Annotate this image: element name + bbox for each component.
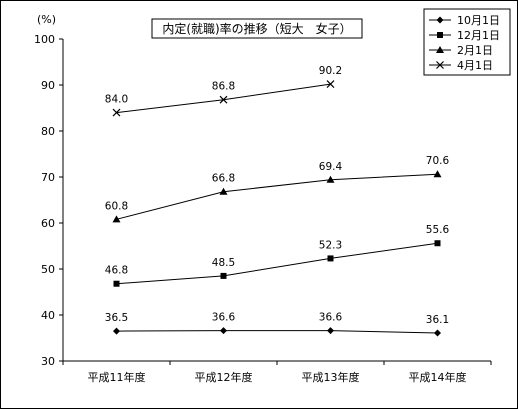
data-point [112, 108, 121, 117]
data-point [220, 272, 227, 279]
legend-label: 10月1日 [457, 14, 500, 27]
x-tick-label: 平成13年度 [302, 370, 360, 384]
legend-label: 4月1日 [457, 59, 493, 72]
series-line [116, 173, 438, 220]
legend-label: 2月1日 [457, 44, 493, 57]
data-label: 36.6 [212, 312, 236, 324]
legend: 10月1日 12月1日 2月1日 4月1日 [423, 8, 511, 76]
legend-entry: 2月1日 [429, 44, 493, 57]
x-tick-label: 平成14年度 [409, 370, 467, 384]
series-line [116, 330, 438, 334]
data-point [113, 280, 120, 287]
legend-marker [436, 61, 444, 69]
y-ticks: 30 40 50 60 70 80 90 100 [34, 33, 63, 368]
data-label: 66.8 [212, 173, 235, 185]
y-tick-label: 30 [41, 355, 55, 368]
series-1 [113, 327, 441, 337]
legend-entry: 10月1日 [429, 14, 500, 27]
series-4 [112, 80, 335, 117]
data-label: 69.4 [319, 161, 343, 173]
y-tick-label: 90 [41, 79, 55, 92]
data-point [327, 255, 334, 262]
legend-marker [436, 46, 444, 53]
series-2 [113, 240, 441, 287]
data-point [434, 329, 441, 337]
legend-marker [437, 32, 443, 38]
data-point [433, 170, 442, 178]
x-ticks: 平成11年度 平成12年度 平成13年度 平成14年度 [62, 361, 492, 384]
legend-entry: 12月1日 [429, 29, 500, 42]
data-point [112, 215, 121, 223]
x-tick-label: 平成11年度 [88, 370, 146, 384]
data-label: 55.6 [426, 224, 450, 236]
legend-label: 12月1日 [457, 29, 500, 42]
data-labels: 36.5 36.6 36.6 36.1 46.8 48.5 52.3 55.6 60.8 66.8… [105, 65, 450, 326]
series-line [116, 242, 438, 285]
data-point [219, 187, 228, 195]
data-point [220, 327, 227, 335]
data-label: 90.2 [319, 65, 342, 77]
data-label: 36.6 [319, 312, 343, 324]
data-label: 52.3 [319, 239, 342, 251]
y-tick-label: 40 [41, 309, 55, 322]
x-tick-label: 平成12年度 [195, 370, 253, 384]
y-tick-label: 50 [41, 263, 55, 276]
data-point [219, 95, 228, 104]
data-point [113, 327, 120, 335]
series-3 [112, 170, 442, 223]
series-layer [112, 80, 442, 337]
data-label: 60.8 [105, 200, 128, 212]
data-point [327, 327, 334, 335]
y-tick-label: 80 [41, 125, 55, 138]
y-axis-unit-label: (%) [37, 13, 56, 26]
data-label: 46.8 [105, 265, 128, 277]
data-label: 86.8 [212, 81, 235, 93]
legend-marker [436, 16, 444, 24]
data-point [434, 240, 441, 247]
data-point [326, 80, 335, 89]
data-label: 84.0 [105, 94, 128, 106]
chart-title-box: 内定(就職)率の推移（短大 女子） [151, 18, 363, 39]
data-label: 36.1 [426, 314, 449, 326]
data-label: 70.6 [426, 155, 450, 167]
y-tick-label: 100 [34, 33, 55, 46]
chart-title: 内定(就職)率の推移（短大 女子） [162, 21, 351, 36]
legend-entry: 4月1日 [429, 59, 493, 72]
data-label: 48.5 [212, 257, 235, 269]
data-point [326, 175, 335, 183]
data-label: 36.5 [105, 312, 128, 324]
y-tick-label: 70 [41, 171, 55, 184]
y-tick-label: 60 [41, 217, 55, 230]
